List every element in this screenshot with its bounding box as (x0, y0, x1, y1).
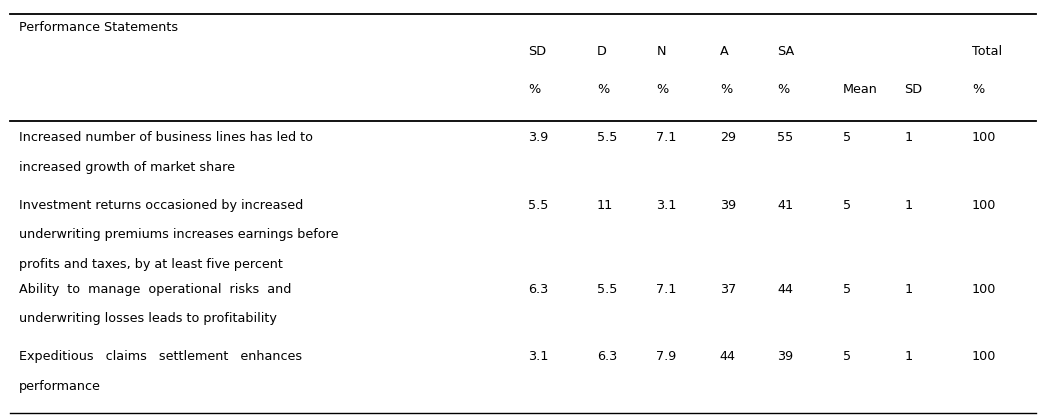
Text: Total: Total (972, 45, 1002, 58)
Text: 3.1: 3.1 (656, 199, 677, 212)
Text: 41: 41 (777, 199, 793, 212)
Text: 5: 5 (843, 283, 851, 296)
Text: 44: 44 (777, 283, 793, 296)
Text: underwriting premiums increases earnings before: underwriting premiums increases earnings… (19, 228, 338, 241)
Text: %: % (528, 83, 541, 96)
Text: Increased number of business lines has led to: Increased number of business lines has l… (19, 131, 313, 144)
Text: 44: 44 (720, 350, 735, 363)
Text: profits and taxes, by at least five percent: profits and taxes, by at least five perc… (19, 258, 282, 271)
Text: 6.3: 6.3 (528, 283, 548, 296)
Text: Ability  to  manage  operational  risks  and: Ability to manage operational risks and (19, 283, 291, 296)
Text: %: % (656, 83, 668, 96)
Text: 55: 55 (777, 131, 794, 144)
Text: 5.5: 5.5 (597, 131, 617, 144)
Text: Investment returns occasioned by increased: Investment returns occasioned by increas… (19, 199, 303, 212)
Text: Performance Statements: Performance Statements (19, 21, 178, 34)
Text: increased growth of market share: increased growth of market share (19, 161, 234, 173)
Text: 37: 37 (720, 283, 736, 296)
Text: 5.5: 5.5 (528, 199, 548, 212)
Text: 100: 100 (972, 350, 997, 363)
Text: performance: performance (19, 380, 100, 393)
Text: 11: 11 (597, 199, 613, 212)
Text: SD: SD (905, 83, 923, 96)
Text: Mean: Mean (843, 83, 878, 96)
Text: SD: SD (528, 45, 546, 58)
Text: %: % (720, 83, 732, 96)
Text: 1: 1 (905, 199, 912, 212)
Text: 7.1: 7.1 (656, 131, 677, 144)
Text: 7.1: 7.1 (656, 283, 677, 296)
Text: 1: 1 (905, 350, 912, 363)
Text: 39: 39 (777, 350, 793, 363)
Text: 100: 100 (972, 131, 997, 144)
Text: SA: SA (777, 45, 795, 58)
Text: 5: 5 (843, 131, 851, 144)
Text: 100: 100 (972, 199, 997, 212)
Text: %: % (777, 83, 790, 96)
Text: A: A (720, 45, 729, 58)
Text: underwriting losses leads to profitability: underwriting losses leads to profitabili… (19, 312, 276, 325)
Text: 5: 5 (843, 199, 851, 212)
Text: D: D (597, 45, 607, 58)
Text: 29: 29 (720, 131, 735, 144)
Text: 5: 5 (843, 350, 851, 363)
Text: 5.5: 5.5 (597, 283, 617, 296)
Text: 3.9: 3.9 (528, 131, 548, 144)
Text: %: % (597, 83, 609, 96)
Text: N: N (656, 45, 665, 58)
Text: 1: 1 (905, 131, 912, 144)
Text: 3.1: 3.1 (528, 350, 548, 363)
Text: 7.9: 7.9 (656, 350, 677, 363)
Text: %: % (972, 83, 984, 96)
Text: Expeditious   claims   settlement   enhances: Expeditious claims settlement enhances (19, 350, 302, 363)
Text: 6.3: 6.3 (597, 350, 617, 363)
Text: 39: 39 (720, 199, 736, 212)
Text: 100: 100 (972, 283, 997, 296)
Text: 1: 1 (905, 283, 912, 296)
